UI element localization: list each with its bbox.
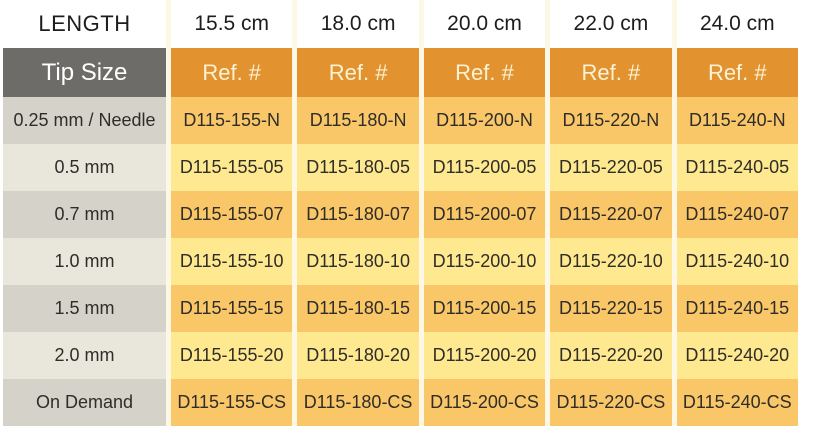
ref-cell: D115-220-05: [550, 144, 672, 191]
tip-size-cell: 2.0 mm: [3, 332, 166, 379]
ref-header-cell: Ref. #: [676, 48, 798, 97]
ref-cell: D115-180-05: [297, 144, 419, 191]
ref-cell: D115-155-20: [171, 332, 293, 379]
ref-cell: D115-220-10: [550, 238, 672, 285]
ref-cell: D115-200-CS: [423, 379, 546, 426]
ref-cell: D115-200-07: [423, 191, 546, 238]
length-header-cell: 20.0 cm: [423, 0, 546, 48]
ref-cell: D115-200-20: [423, 332, 546, 379]
ref-cell: D115-220-CS: [550, 379, 672, 426]
ref-header-cell: Ref. #: [550, 48, 672, 97]
tip-size-cell: On Demand: [3, 379, 166, 426]
tip-size-cell: 1.0 mm: [3, 238, 166, 285]
ref-cell: D115-155-CS: [171, 379, 293, 426]
ref-cell: D115-220-20: [550, 332, 672, 379]
length-label: LENGTH: [3, 0, 166, 48]
ref-cell: D115-155-07: [171, 191, 293, 238]
tip-size-cell: 1.5 mm: [3, 285, 166, 332]
ref-cell: D115-155-15: [171, 285, 293, 332]
ref-cell: D115-155-05: [171, 144, 293, 191]
ref-cell: D115-240-10: [676, 238, 798, 285]
tip-size-cell: 0.7 mm: [3, 191, 166, 238]
ref-header-cell: Ref. #: [423, 48, 546, 97]
tip-size-cell: 0.5 mm: [3, 144, 166, 191]
ref-cell: D115-240-CS: [676, 379, 798, 426]
ref-cell: D115-180-10: [297, 238, 419, 285]
ref-cell: D115-180-15: [297, 285, 419, 332]
ref-cell: D115-240-N: [676, 97, 798, 144]
length-header-cell: 22.0 cm: [550, 0, 672, 48]
ref-cell: D115-220-07: [550, 191, 672, 238]
ref-cell: D115-200-15: [423, 285, 546, 332]
ref-cell: D115-200-N: [423, 97, 546, 144]
ref-cell: D115-180-N: [297, 97, 419, 144]
tip-size-cell: 0.25 mm / Needle: [3, 97, 166, 144]
ref-cell: D115-180-20: [297, 332, 419, 379]
ref-header-cell: Ref. #: [297, 48, 419, 97]
ref-cell: D115-200-10: [423, 238, 546, 285]
length-header-cell: 15.5 cm: [171, 0, 293, 48]
ref-cell: D115-180-07: [297, 191, 419, 238]
length-header-cell: 24.0 cm: [676, 0, 798, 48]
ref-cell: D115-155-N: [171, 97, 293, 144]
ref-cell: D115-240-20: [676, 332, 798, 379]
tip-size-header-cell: Tip Size: [3, 48, 166, 97]
ref-cell: D115-155-10: [171, 238, 293, 285]
ref-cell: D115-220-15: [550, 285, 672, 332]
ref-header-cell: Ref. #: [171, 48, 293, 97]
length-header-cell: 18.0 cm: [297, 0, 419, 48]
ref-cell: D115-200-05: [423, 144, 546, 191]
ref-cell: D115-240-07: [676, 191, 798, 238]
ref-cell: D115-240-05: [676, 144, 798, 191]
ref-cell: D115-240-15: [676, 285, 798, 332]
ref-cell: D115-220-N: [550, 97, 672, 144]
reference-table: LENGTH 15.5 cm 18.0 cm 20.0 cm 22.0 cm 2…: [3, 0, 798, 426]
ref-cell: D115-180-CS: [297, 379, 419, 426]
